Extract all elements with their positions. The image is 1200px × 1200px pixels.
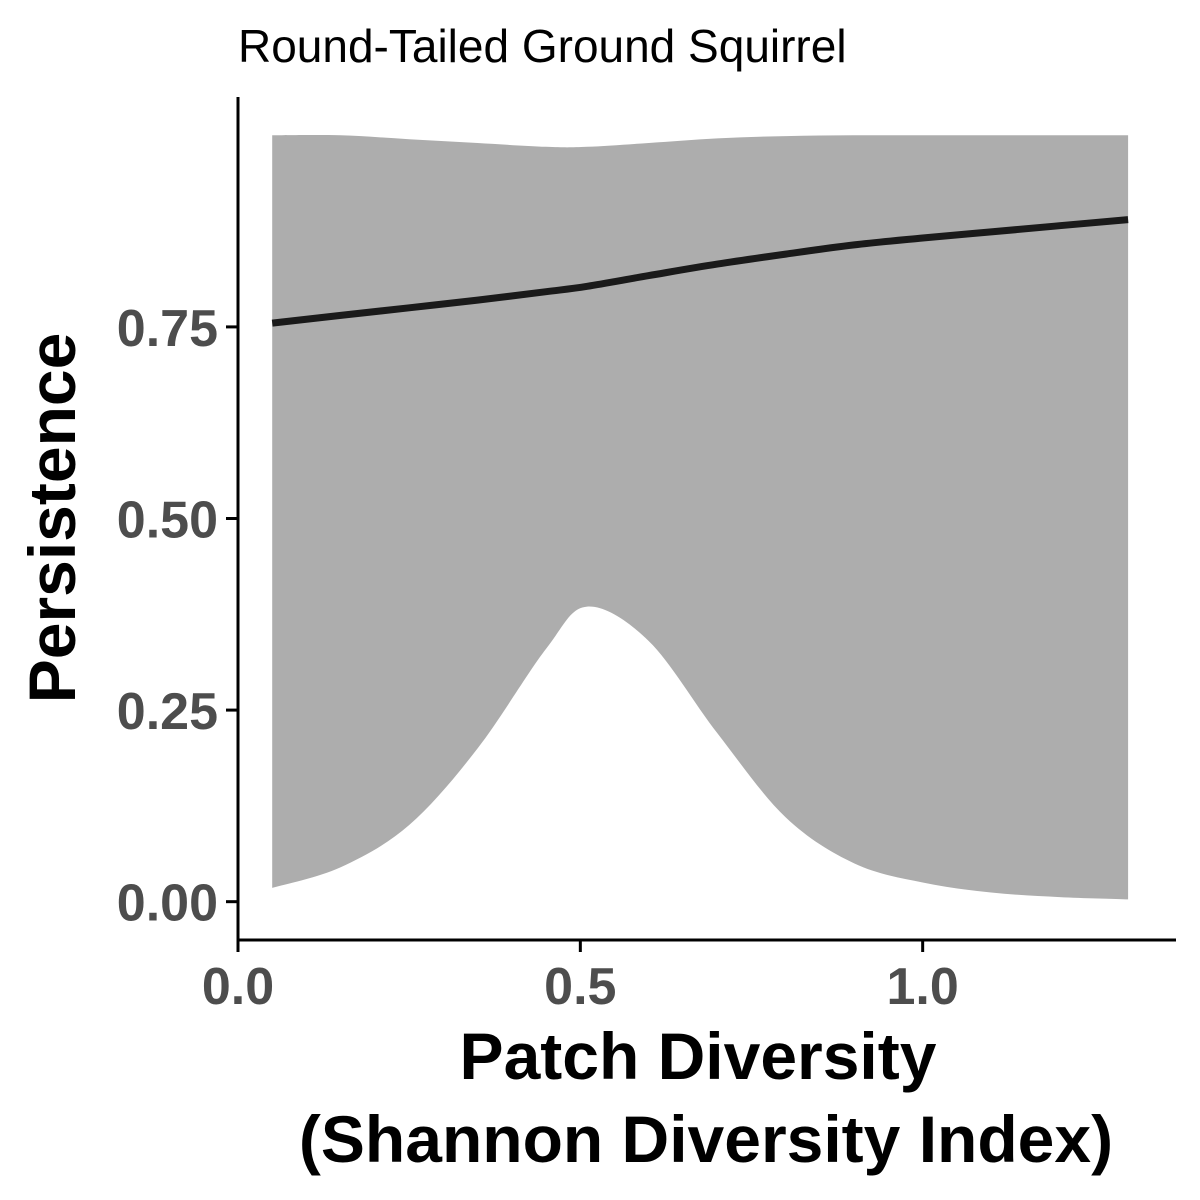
y-axis-title: Persistence bbox=[15, 333, 89, 704]
y-tick-label: 0.50 bbox=[117, 492, 218, 550]
x-axis-ticks: 0.0 0.5 1.0 bbox=[202, 940, 959, 1016]
y-tick-label: 0.75 bbox=[117, 300, 218, 358]
x-axis-title-line-1: Patch Diversity bbox=[460, 1019, 937, 1093]
y-tick-label: 0.25 bbox=[117, 683, 218, 741]
chart-title: Round-Tailed Ground Squirrel bbox=[238, 20, 847, 72]
y-tick-label: 0.00 bbox=[117, 875, 218, 933]
confidence-band bbox=[272, 135, 1129, 900]
x-tick-label: 0.5 bbox=[544, 958, 616, 1016]
fit-line bbox=[271, 216, 1129, 327]
x-tick-label: 0.0 bbox=[202, 958, 274, 1016]
x-tick-label: 1.0 bbox=[887, 958, 959, 1016]
x-axis-title-line-2: (Shannon Diversity Index) bbox=[299, 1102, 1113, 1176]
plot-area bbox=[271, 135, 1129, 900]
y-axis-ticks: 0.00 0.25 0.50 0.75 bbox=[117, 300, 238, 933]
